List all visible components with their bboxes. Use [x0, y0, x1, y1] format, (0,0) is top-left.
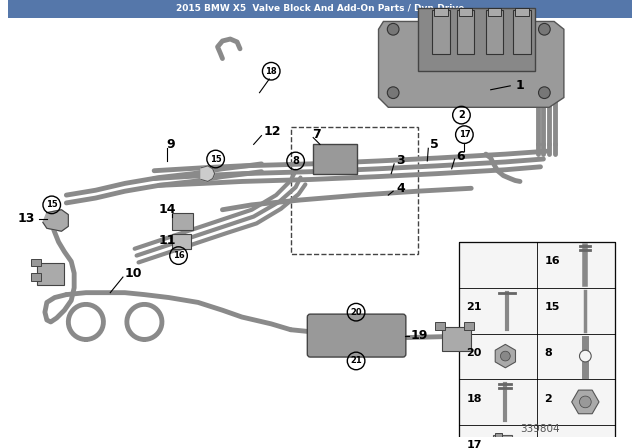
- Polygon shape: [378, 22, 564, 108]
- Bar: [31, 273, 41, 281]
- Text: 15: 15: [46, 200, 58, 209]
- Circle shape: [579, 350, 591, 362]
- Bar: [291, 127, 417, 254]
- Bar: [493, 435, 512, 447]
- Bar: [486, 10, 504, 54]
- Bar: [435, 322, 445, 330]
- Text: 4: 4: [396, 182, 405, 195]
- Text: 7: 7: [312, 128, 321, 141]
- Text: 9: 9: [167, 138, 175, 151]
- Text: 2: 2: [545, 394, 552, 404]
- Text: 16: 16: [545, 256, 560, 266]
- Bar: [172, 213, 193, 230]
- Bar: [417, 8, 534, 71]
- Bar: [442, 327, 471, 351]
- Bar: [465, 322, 474, 330]
- Bar: [458, 8, 472, 16]
- Text: 15: 15: [210, 155, 221, 164]
- Circle shape: [538, 87, 550, 99]
- Bar: [37, 263, 65, 285]
- Bar: [8, 0, 632, 17]
- Bar: [515, 8, 529, 16]
- Bar: [458, 242, 614, 448]
- Text: 10: 10: [125, 267, 142, 280]
- Circle shape: [387, 23, 399, 35]
- Text: 21: 21: [350, 357, 362, 366]
- Text: 12: 12: [264, 125, 281, 138]
- Bar: [313, 144, 357, 174]
- Text: 18: 18: [467, 394, 482, 404]
- Text: 17: 17: [467, 439, 482, 448]
- Text: 2: 2: [458, 110, 465, 120]
- Circle shape: [387, 87, 399, 99]
- Text: 20: 20: [350, 308, 362, 317]
- Text: 17: 17: [459, 130, 470, 139]
- Bar: [495, 433, 502, 439]
- Bar: [432, 10, 450, 54]
- Text: 2015 BMW X5  Valve Block And Add-On Parts / Dyn.Drive: 2015 BMW X5 Valve Block And Add-On Parts…: [176, 4, 464, 13]
- Bar: [31, 258, 41, 266]
- Bar: [456, 10, 474, 54]
- Bar: [513, 10, 531, 54]
- Polygon shape: [566, 445, 582, 448]
- Text: 339804: 339804: [520, 424, 559, 434]
- Text: 8: 8: [545, 348, 552, 358]
- Text: 8: 8: [292, 156, 299, 166]
- Text: 1: 1: [515, 79, 524, 92]
- Text: 20: 20: [467, 348, 482, 358]
- Bar: [434, 8, 448, 16]
- Circle shape: [579, 396, 591, 408]
- Text: 3: 3: [396, 155, 404, 168]
- Polygon shape: [201, 166, 214, 181]
- Text: 6: 6: [456, 150, 465, 163]
- Circle shape: [538, 23, 550, 35]
- FancyBboxPatch shape: [307, 314, 406, 357]
- Text: 16: 16: [173, 251, 184, 260]
- Circle shape: [500, 351, 510, 361]
- Bar: [488, 8, 502, 16]
- Text: 5: 5: [430, 138, 439, 151]
- Text: 18: 18: [266, 67, 277, 76]
- Text: 21: 21: [467, 302, 482, 312]
- Text: 14: 14: [159, 203, 177, 216]
- Text: 13: 13: [17, 212, 35, 225]
- Polygon shape: [43, 210, 68, 231]
- Bar: [172, 234, 191, 249]
- Text: 11: 11: [159, 234, 177, 247]
- Text: 19: 19: [411, 329, 428, 342]
- Text: 15: 15: [545, 302, 560, 312]
